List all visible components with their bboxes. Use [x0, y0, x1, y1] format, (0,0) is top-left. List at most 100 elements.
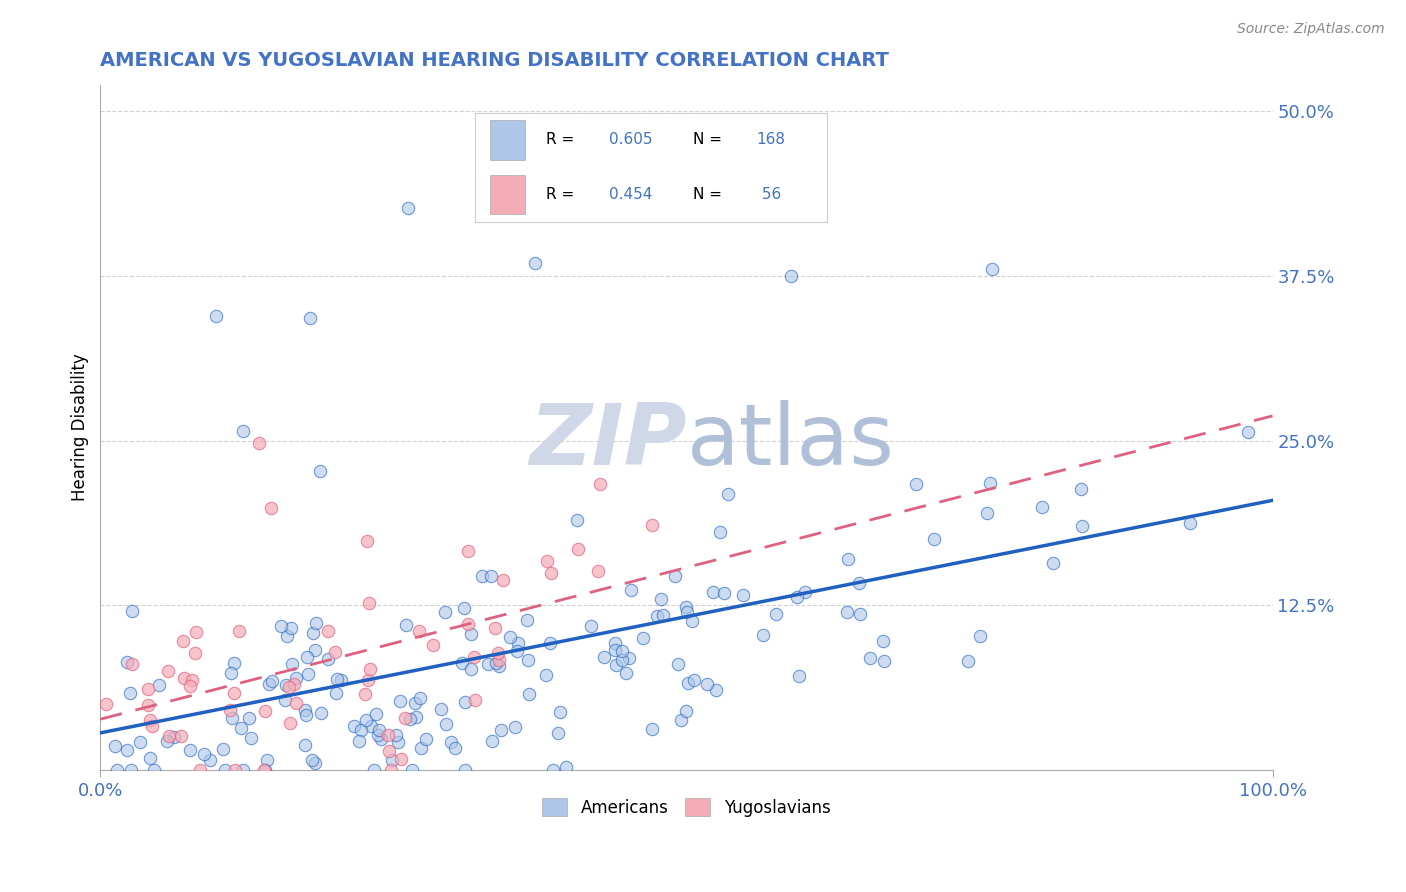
Point [506, 644, 529, 658]
Point [492, 574, 515, 588]
Point [859, 651, 882, 665]
Point [405, 710, 427, 724]
Point [536, 668, 558, 682]
Point [922, 532, 945, 546]
Point [516, 613, 538, 627]
Point [120, 686, 142, 700]
Point [219, 703, 242, 717]
Point [404, 696, 426, 710]
Point [610, 653, 633, 667]
Point [172, 633, 194, 648]
Point [664, 569, 686, 583]
Point [536, 554, 558, 568]
Point [415, 732, 437, 747]
Point [422, 638, 444, 652]
Point [184, 646, 207, 660]
Point [434, 605, 457, 619]
Point [143, 763, 166, 777]
Point [454, 763, 477, 777]
Point [848, 576, 870, 591]
Point [299, 310, 322, 325]
Point [136, 682, 159, 697]
Point [295, 707, 318, 722]
Point [356, 533, 378, 548]
Point [323, 645, 346, 659]
Point [450, 657, 472, 671]
Text: ZIP: ZIP [529, 400, 686, 483]
Point [360, 719, 382, 733]
Point [294, 703, 316, 717]
Point [94, 697, 117, 711]
Point [363, 763, 385, 777]
Point [347, 734, 370, 748]
Point [956, 654, 979, 668]
Point [295, 650, 318, 665]
Point [471, 569, 494, 583]
Point [547, 726, 569, 740]
Point [359, 596, 381, 610]
Point [148, 678, 170, 692]
Point [378, 744, 401, 758]
Point [786, 590, 808, 604]
Point [408, 691, 430, 706]
Point [605, 642, 627, 657]
Point [188, 763, 211, 777]
Point [179, 679, 201, 693]
Point [523, 256, 546, 270]
Point [276, 678, 298, 692]
Point [787, 669, 810, 683]
Point [479, 569, 502, 583]
Point [305, 616, 328, 631]
Point [231, 721, 253, 735]
Point [280, 621, 302, 635]
Point [359, 661, 381, 675]
Point [681, 614, 703, 628]
Point [733, 588, 755, 602]
Point [254, 763, 277, 777]
Point [675, 599, 697, 614]
Point [581, 619, 603, 633]
Point [304, 643, 326, 657]
Legend: Americans, Yugoslavians: Americans, Yugoslavians [536, 792, 837, 823]
Point [389, 752, 412, 766]
Point [326, 672, 349, 686]
Point [645, 609, 668, 624]
Point [969, 629, 991, 643]
Point [156, 664, 179, 678]
Point [354, 713, 377, 727]
Point [603, 636, 626, 650]
Point [104, 739, 127, 753]
Point [395, 617, 418, 632]
Point [381, 753, 404, 767]
Point [652, 608, 675, 623]
Point [675, 605, 697, 619]
Point [516, 653, 538, 667]
Point [976, 506, 998, 520]
Point [294, 739, 316, 753]
Point [1178, 516, 1201, 531]
Point [543, 763, 565, 777]
Point [316, 624, 339, 638]
Point [297, 667, 319, 681]
Point [377, 728, 399, 742]
Point [238, 711, 260, 725]
Point [666, 657, 689, 671]
Point [368, 723, 391, 738]
Point [399, 712, 422, 726]
Point [384, 728, 406, 742]
Point [464, 692, 486, 706]
Point [136, 698, 159, 712]
Point [232, 763, 254, 777]
Point [186, 624, 208, 639]
Point [157, 729, 180, 743]
Point [308, 464, 330, 478]
Point [706, 682, 728, 697]
Point [256, 753, 278, 767]
Point [593, 649, 616, 664]
Point [1070, 482, 1092, 496]
Point [181, 673, 204, 687]
Point [301, 625, 323, 640]
Point [253, 763, 276, 777]
Point [121, 604, 143, 618]
Point [481, 734, 503, 748]
